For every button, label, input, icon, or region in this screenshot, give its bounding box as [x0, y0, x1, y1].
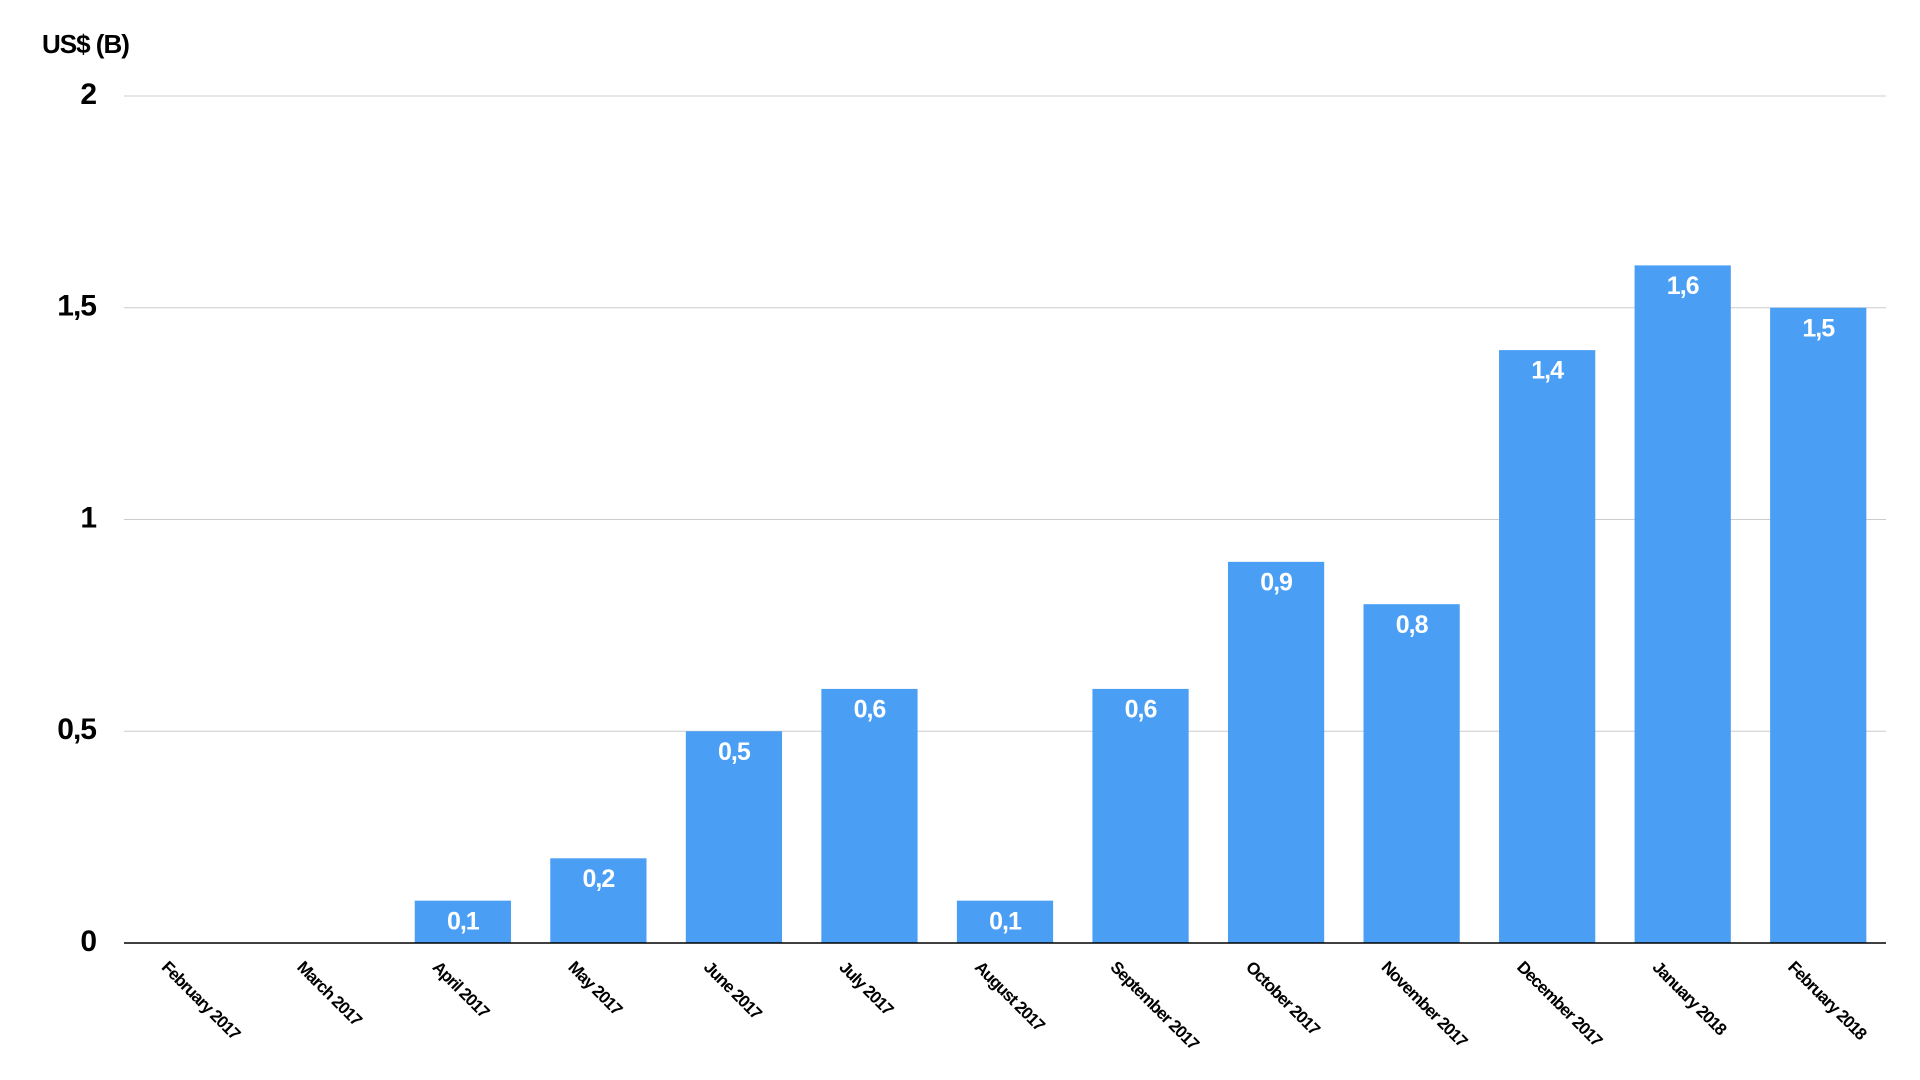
x-tick-label: February 2017 — [158, 958, 244, 1044]
x-tick-label: July 2017 — [835, 958, 897, 1020]
x-tick-label: March 2017 — [293, 958, 365, 1030]
value-label: 0,2 — [583, 865, 615, 893]
bar — [414, 900, 511, 943]
x-tick-label: December 2017 — [1513, 958, 1606, 1051]
value-label: 0,5 — [718, 738, 751, 766]
bar — [1499, 350, 1596, 944]
x-tick-label: August 2017 — [971, 958, 1049, 1036]
x-tick-label: September 2017 — [1107, 958, 1203, 1054]
value-label: 0,9 — [1260, 568, 1292, 596]
x-tick-label: October 2017 — [1242, 958, 1324, 1040]
value-label: 0,8 — [1396, 611, 1429, 639]
bar — [1363, 604, 1460, 943]
bar — [550, 858, 647, 943]
bar — [1770, 307, 1867, 943]
bar — [685, 731, 783, 943]
y-tick-label: 0 — [80, 925, 96, 958]
value-label: 0,6 — [1125, 696, 1157, 724]
value-label: 0,1 — [989, 907, 1022, 935]
bar — [1092, 688, 1189, 943]
value-label: 1,4 — [1531, 357, 1564, 385]
x-tick-label: May 2017 — [564, 958, 626, 1020]
x-tick-label: November 2017 — [1378, 958, 1471, 1051]
bar — [1634, 265, 1731, 943]
y-tick-label: 0,5 — [57, 713, 96, 746]
x-tick-label: February 2018 — [1784, 958, 1870, 1044]
y-axis-label: US$ (B) — [42, 29, 129, 59]
x-tick-label: January 2018 — [1649, 958, 1731, 1040]
bar — [1227, 561, 1325, 943]
y-tick-label: 1,5 — [57, 290, 96, 323]
x-tick-label: April 2017 — [429, 958, 493, 1022]
y-tick-label: 1 — [80, 501, 96, 534]
value-label: 1,5 — [1802, 314, 1835, 342]
bar — [821, 688, 918, 943]
y-tick-label: 2 — [80, 78, 96, 111]
value-label: 0,1 — [447, 907, 480, 935]
bar — [956, 900, 1054, 943]
value-label: 1,6 — [1667, 272, 1699, 300]
x-tick-label: June 2017 — [700, 958, 766, 1024]
value-label: 0,6 — [854, 696, 886, 724]
